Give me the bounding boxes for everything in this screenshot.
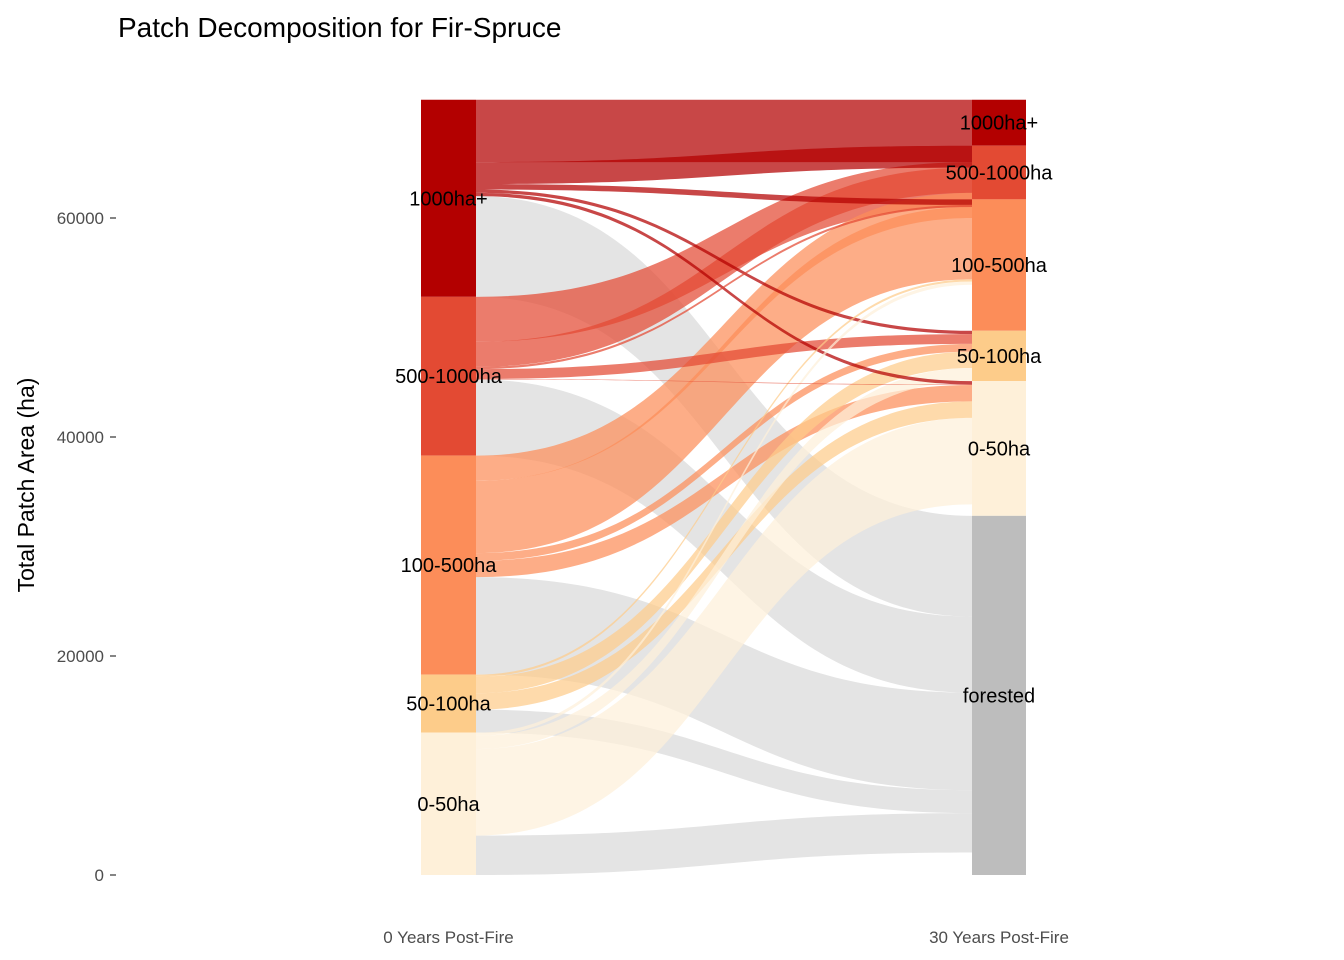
stratum-axis1-500-1000ha [421,296,476,456]
y-axis: 0 20000 40000 60000 [57,209,116,885]
flow-100-500ha-to-100-500ha [476,207,972,554]
strata-layer [421,99,1026,875]
x-tick-label: 30 Years Post-Fire [929,928,1069,947]
flow-0-50ha-to-0-50ha [476,417,972,836]
flow-500-1000ha-to-50-100ha [476,334,972,379]
y-tick-label: 60000 [57,209,104,228]
flow-500-1000ha-to-500-1000ha [476,167,972,367]
flow-1000ha-plus-to-50-100ha [476,189,972,335]
stratum-axis1-50-100ha [421,674,476,733]
stratum-label-axis2-0-50ha: 0-50ha [968,438,1031,460]
stratum-label-axis1-1000ha-plus: 1000ha+ [409,188,487,210]
stratum-axis2-100-500ha [972,199,1026,331]
x-axis: 0 Years Post-Fire 30 Years Post-Fire [383,928,1069,947]
stratum-label-axis1-500-1000ha: 500-1000ha [395,366,503,388]
flow-1000ha-plus-to-100-500ha [476,184,972,205]
stratum-labels-layer: 1000ha+ 500-1000ha 100-500ha 50-100ha 0-50ha… [395,113,1053,816]
stratum-label-axis1-100-500ha: 100-500ha [401,555,498,577]
flow-0-50ha-to-50-100ha [476,368,972,750]
flow-500-1000ha-to-0-50ha [476,378,972,385]
stratum-axis2-0-50ha [972,381,1026,516]
y-tick-label: 40000 [57,428,104,447]
stratum-axis2-forested [972,515,1026,875]
stratum-label-axis2-1000ha-plus: 1000ha+ [960,113,1038,135]
stratum-label-axis2-100-500ha: 100-500ha [951,255,1048,277]
stratum-label-axis1-50-100ha: 50-100ha [406,694,491,716]
flows-layer [476,99,972,875]
stratum-label-axis1-0-50ha: 0-50ha [417,794,480,816]
flow-100-500ha-to-500-1000ha [476,192,972,481]
flow-1000ha-plus-to-500-1000ha [476,145,972,185]
flow-0-50ha-to-100-500ha [476,281,972,736]
stratum-axis1-0-50ha [421,732,476,875]
stratum-axis2-1000ha-plus [972,99,1026,146]
flow-1000ha-plus-to-0-50ha [476,192,972,385]
stratum-axis2-50-100ha [972,330,1026,382]
flow-100-500ha-to-0-50ha [476,384,972,578]
flow-50-100ha-to-100-500ha [476,279,972,677]
stratum-label-axis2-50-100ha: 50-100ha [957,346,1042,368]
flow-50-100ha-to-50-100ha [476,351,972,694]
flow-0-50ha-to-forested [476,813,972,875]
stratum-axis1-100-500ha [421,455,476,675]
stratum-axis1-1000ha-plus [421,99,476,297]
stratum-axis2-500-1000ha [972,145,1026,200]
x-tick-label: 0 Years Post-Fire [383,928,513,947]
flow-100-500ha-to-50-100ha [476,343,972,561]
stratum-label-axis2-forested: forested [963,685,1035,707]
y-axis-title: Total Patch Area (ha) [13,378,39,593]
flow-1000ha-plus-to-1000ha-plus [476,99,972,163]
flow-100-500ha-to-forested [476,577,972,791]
chart-title: Patch Decomposition for Fir-Spruce [118,12,562,43]
y-tick-label: 20000 [57,647,104,666]
stratum-label-axis2-500-1000ha: 500-1000ha [946,163,1054,185]
y-tick-label: 0 [95,866,104,885]
flow-500-1000ha-to-100-500ha [476,204,972,370]
